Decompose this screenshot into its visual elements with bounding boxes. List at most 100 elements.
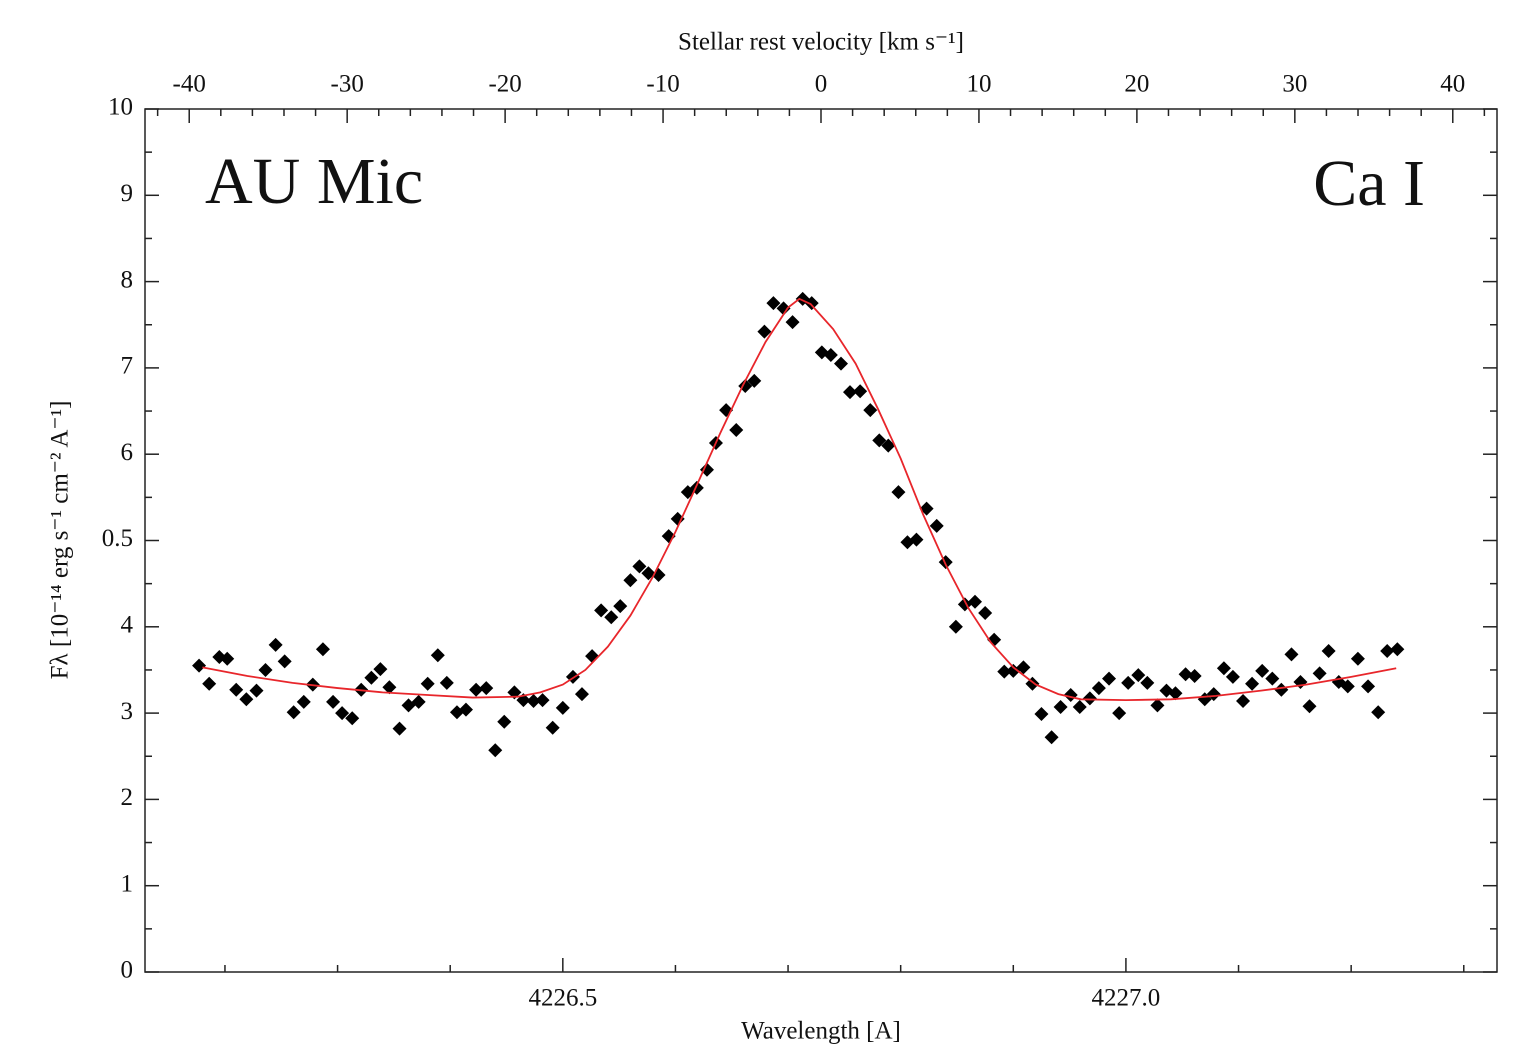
data-point [1121, 675, 1136, 690]
data-point [804, 296, 819, 311]
data-point [929, 518, 944, 533]
x-tick-label: 4226.5 [528, 985, 597, 1012]
data-point [220, 651, 235, 666]
y-tick-label: 0 [121, 957, 134, 984]
data-point [747, 373, 762, 388]
data-point [1225, 669, 1240, 684]
top-tick-label: -20 [488, 71, 521, 98]
y-tick-label: 9 [121, 180, 134, 207]
data-point [872, 433, 887, 448]
data-point [978, 605, 993, 620]
top-axis-label: Stellar rest velocity [km s⁻¹] [678, 29, 964, 56]
data-point [1274, 682, 1289, 697]
data-point [469, 682, 484, 697]
data-point [268, 637, 283, 652]
y-tick-label: 3 [121, 698, 134, 725]
data-point [1236, 694, 1251, 709]
data-point [555, 700, 570, 715]
data-point [1255, 663, 1270, 678]
data-point [1312, 666, 1327, 681]
data-point [1321, 643, 1336, 658]
data-point [699, 462, 714, 477]
data-point [526, 694, 541, 709]
data-point [1178, 667, 1193, 682]
data-point [1350, 651, 1365, 666]
plot-frame [144, 108, 1498, 973]
x-axis-label: Wavelength [A] [741, 1018, 901, 1045]
data-point [948, 619, 963, 634]
data-point [1112, 706, 1127, 721]
data-point [1265, 671, 1280, 686]
data-point [938, 555, 953, 570]
data-point [411, 694, 426, 709]
data-point [488, 743, 503, 758]
data-point [1140, 675, 1155, 690]
top-tick-label: -30 [331, 71, 364, 98]
data-point [479, 681, 494, 696]
data-point [1206, 687, 1221, 702]
x-tick-label: 4227.0 [1092, 985, 1161, 1012]
data-point [613, 599, 628, 614]
data-point [881, 438, 896, 453]
y-tick-label: 6 [121, 439, 134, 466]
data-point [239, 692, 254, 707]
data-point [286, 705, 301, 720]
data-point [1340, 679, 1355, 694]
data-point [326, 694, 341, 709]
data-point [604, 610, 619, 625]
data-point [823, 347, 838, 362]
data-point [729, 423, 744, 438]
top-tick-label: 30 [1282, 71, 1307, 98]
data-point [1150, 698, 1165, 713]
data-point [296, 694, 311, 709]
y-tick-label: 0.5 [102, 525, 133, 552]
data-point [229, 682, 244, 697]
data-point [535, 693, 550, 708]
data-point [458, 702, 473, 717]
data-point [315, 642, 330, 657]
y-tick-label: 2 [121, 784, 134, 811]
data-point [1187, 668, 1202, 683]
data-point [833, 356, 848, 371]
annotation: AU Mic [205, 145, 423, 218]
data-point [497, 714, 512, 729]
data-point [670, 511, 685, 526]
data-point [585, 649, 600, 664]
data-point [594, 603, 609, 618]
data-point [1034, 706, 1049, 721]
data-point [1044, 730, 1059, 745]
data-point [757, 324, 772, 339]
data-point [1072, 700, 1087, 715]
y-tick-label: 10 [108, 94, 133, 121]
data-point [1131, 668, 1146, 683]
top-tick-label: 10 [966, 71, 991, 98]
y-tick-label: 7 [121, 353, 134, 380]
data-point [382, 680, 397, 695]
top-tick-label: 40 [1440, 71, 1465, 98]
data-point [632, 559, 647, 574]
data-point [1302, 699, 1317, 714]
data-point [574, 687, 589, 702]
y-tick-label: 4 [121, 612, 134, 639]
data-point [1168, 686, 1183, 701]
data-point [785, 315, 800, 330]
data-point [863, 403, 878, 418]
data-point [1380, 643, 1395, 658]
data-point [842, 385, 857, 400]
top-tick-label: -10 [646, 71, 679, 98]
annotation: Ca I [1313, 147, 1425, 220]
data-point [345, 711, 360, 726]
data-point [249, 683, 264, 698]
data-point [258, 662, 273, 677]
data-point [1053, 700, 1068, 715]
data-point [202, 676, 217, 691]
y-axis-label: Fλ [10⁻¹⁴ erg s⁻¹ cm⁻² A⁻¹] [47, 401, 74, 680]
data-point [853, 384, 868, 399]
data-point [891, 485, 906, 500]
data-point [439, 675, 454, 690]
y-tick-label: 1 [121, 870, 134, 897]
top-tick-label: 20 [1124, 71, 1149, 98]
fit-line [202, 297, 1397, 702]
top-tick-label: -40 [173, 71, 206, 98]
